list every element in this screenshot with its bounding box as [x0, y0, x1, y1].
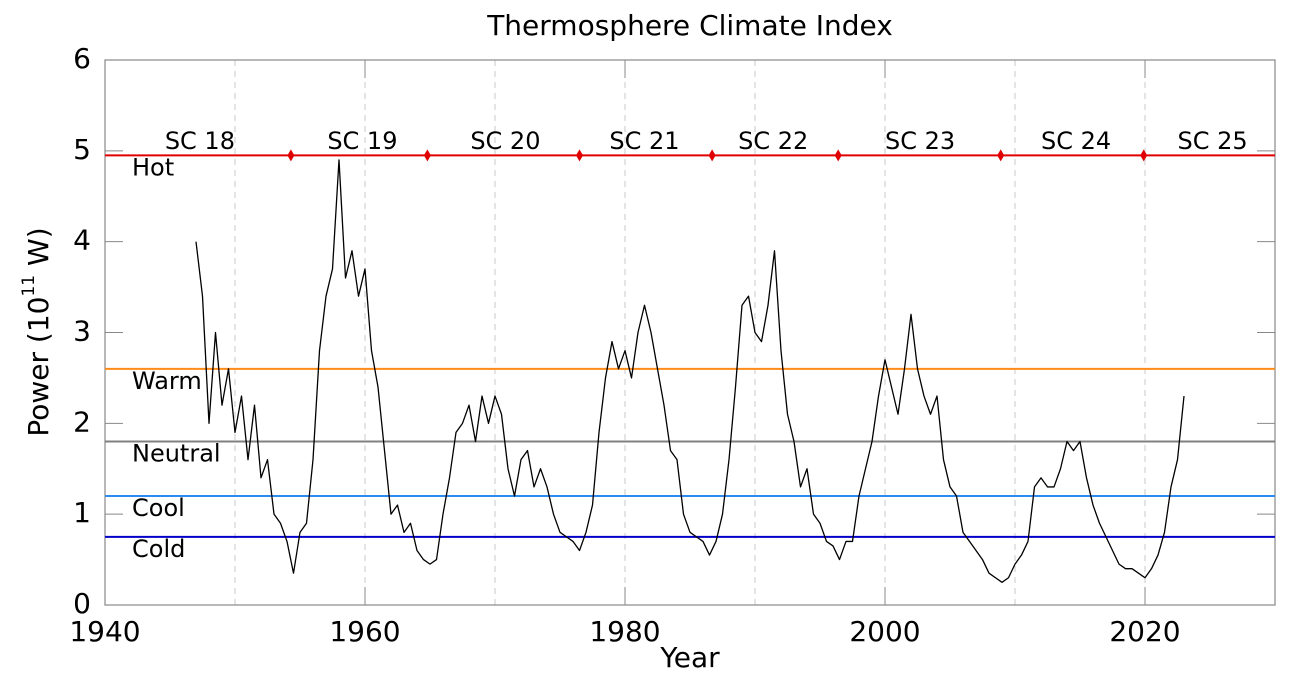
cycle-boundary [1140, 149, 1148, 162]
x-tick-label: 2020 [1109, 615, 1180, 648]
y-tick-label: 3 [73, 315, 91, 348]
chart-title: Thermosphere Climate Index [486, 9, 893, 42]
cycle-label: SC 25 [1178, 127, 1248, 155]
cycle-boundary [576, 149, 583, 162]
cycle-label: SC 23 [885, 127, 955, 155]
y-axis-label-sup: 11 [19, 275, 39, 297]
cycle-label: SC 21 [609, 127, 679, 155]
y-tick-label: 2 [73, 405, 91, 438]
x-axis-label: Year [659, 641, 720, 674]
y-axis-label-text: Power (10 [22, 297, 55, 437]
level-label: Cold [132, 535, 185, 563]
y-tick-label: 1 [73, 496, 91, 529]
x-tick-label: 1980 [589, 615, 660, 648]
y-tick-label: 4 [73, 224, 91, 257]
level-label: Cool [132, 494, 185, 522]
y-tick-label: 6 [73, 42, 91, 75]
cycle-boundary [708, 149, 716, 162]
cycle-label: SC 20 [470, 127, 540, 155]
cycle-label: SC 18 [165, 127, 235, 155]
cycle-label: SC 19 [327, 127, 397, 155]
y-tick-label: 5 [73, 133, 91, 166]
cycle-boundary [834, 149, 842, 162]
y-tick-label: 0 [73, 587, 91, 620]
cycle-boundary [287, 149, 295, 162]
level-label: Neutral [132, 440, 221, 468]
cycle-label: SC 24 [1041, 127, 1111, 155]
cycle-boundary [423, 149, 431, 162]
level-label: Hot [132, 153, 174, 181]
data-line [195, 159, 1185, 583]
x-tick-label: 1960 [329, 615, 400, 648]
cycle-label: SC 22 [738, 127, 808, 155]
y-axis-label-end: W) [22, 227, 55, 275]
cycle-boundary [997, 149, 1005, 162]
y-axis-label: Power (1011 W) [19, 227, 55, 436]
x-tick-label: 1940 [69, 615, 140, 648]
level-label: Warm [132, 367, 202, 395]
x-tick-label: 2000 [849, 615, 920, 648]
